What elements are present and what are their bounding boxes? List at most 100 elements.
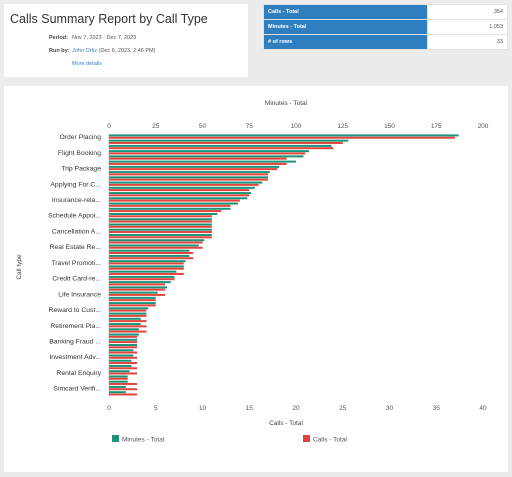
summary-table: Calls - Total 354 Minutes - Total 1,053 … <box>263 4 508 50</box>
bottom-tick-label: 30 <box>386 405 394 412</box>
runby-value: John Ortiz (Dec 6, 2023, 2:46 PM) <box>72 48 155 54</box>
bar-calls-total <box>109 288 166 291</box>
report-header-card: Calls Summary Report by Call Type Period… <box>4 4 248 77</box>
bar-minutes-total <box>109 328 139 331</box>
summary-value: 1,053 <box>427 19 508 35</box>
bar-calls-total <box>109 272 184 275</box>
bar-calls-total <box>109 262 184 265</box>
bar-minutes-total <box>109 370 130 373</box>
bar-minutes-total <box>109 186 255 189</box>
summary-value: 33 <box>427 34 508 50</box>
bar-calls-total <box>109 141 343 144</box>
bar-minutes-total <box>109 338 138 341</box>
bar-minutes-total <box>109 359 132 362</box>
legend-label-calls: Calls - Total <box>313 437 347 444</box>
bar-calls-total <box>109 283 166 286</box>
summary-label: # of rows <box>263 34 428 50</box>
category-label: Applying For C... <box>50 181 101 188</box>
bar-minutes-total <box>109 296 156 299</box>
bar-minutes-total <box>109 223 212 226</box>
bar-calls-total <box>109 173 268 176</box>
bar-minutes-total <box>109 333 139 336</box>
bar-minutes-total <box>109 307 149 310</box>
category-label: Reward to Cust... <box>48 307 101 314</box>
category-label: Trip Package <box>61 166 101 173</box>
bar-calls-total <box>109 251 194 254</box>
bar-minutes-total <box>109 207 231 210</box>
bottom-tick-label: 5 <box>154 405 158 412</box>
bar-minutes-total <box>109 275 175 278</box>
bottom-tick-label: 40 <box>479 405 487 412</box>
bar-minutes-total <box>109 202 239 205</box>
bar-calls-total <box>109 220 212 223</box>
bar-calls-total <box>109 231 212 234</box>
bar-calls-total <box>109 168 278 171</box>
chart-card: Minutes - Total Calls - Total Call type 0 25… <box>4 86 508 472</box>
bar-calls-total <box>109 367 138 370</box>
bar-calls-total <box>109 215 212 218</box>
bar-minutes-total <box>109 302 156 305</box>
period-label: Period: <box>49 35 68 41</box>
bar-minutes-total <box>109 150 310 153</box>
top-tick-label: 125 <box>337 123 348 130</box>
bar-calls-total <box>109 267 184 270</box>
category-label: Real Estate Re... <box>50 244 101 251</box>
bar-minutes-total <box>109 181 263 184</box>
bar-minutes-total <box>109 286 167 289</box>
bar-calls-total <box>109 162 287 165</box>
category-label: Rental Enquiry <box>56 370 101 377</box>
bar-calls-total <box>109 199 240 202</box>
bar-minutes-total <box>109 239 205 242</box>
bar-calls-total <box>109 152 306 155</box>
bar-calls-total <box>109 210 222 213</box>
runby-user-link[interactable]: John Ortiz <box>72 48 98 54</box>
bar-minutes-total <box>109 380 128 383</box>
bar-calls-total <box>109 382 138 385</box>
category-label: Retirement Pla... <box>50 323 101 330</box>
bar-calls-total <box>109 320 147 323</box>
bar-minutes-total <box>109 249 190 252</box>
category-label: Credit Card-re... <box>52 276 101 283</box>
bar-minutes-total <box>109 375 128 378</box>
bar-calls-total <box>109 372 138 375</box>
category-label: Investment Adv... <box>49 354 101 361</box>
bar-minutes-total <box>109 213 218 216</box>
bar-minutes-total <box>109 254 190 257</box>
legend-label-minutes: Minutes - Total <box>122 437 165 444</box>
summary-label: Calls - Total <box>263 4 428 20</box>
bottom-tick-label: 15 <box>246 405 254 412</box>
bar-calls-total <box>109 388 138 391</box>
top-axis-title: Minutes - Total <box>265 100 308 107</box>
bar-minutes-total <box>109 176 268 179</box>
bar-calls-total <box>109 225 212 228</box>
legend-swatch-minutes <box>112 435 119 442</box>
bottom-tick-label: 10 <box>199 405 207 412</box>
bar-minutes-total <box>109 233 212 236</box>
bar-minutes-total <box>109 270 177 273</box>
category-label: Simcard Verifi... <box>53 386 101 393</box>
bar-minutes-total <box>109 192 252 195</box>
bar-minutes-total <box>109 317 141 320</box>
runby-label: Run by: <box>49 48 70 54</box>
bottom-tick-label: 35 <box>433 405 441 412</box>
category-label: Cancellation A... <box>52 228 101 235</box>
period-value: Nov 7, 2023 - Dec 7, 2023 <box>72 35 137 41</box>
top-tick-label: 200 <box>478 123 489 130</box>
bar-calls-total <box>109 241 203 244</box>
top-tick-label: 100 <box>291 123 302 130</box>
runby-date: (Dec 6, 2023, 2:46 PM) <box>97 48 156 54</box>
bar-minutes-total <box>109 197 248 200</box>
bar-calls-total <box>109 341 138 344</box>
bar-minutes-total <box>109 385 126 388</box>
category-label: Order Placing <box>59 134 101 141</box>
category-label: Banking Fraud ... <box>49 338 101 345</box>
bottom-axis-title: Calls - Total <box>269 420 303 427</box>
more-details-link[interactable]: More details <box>72 61 102 67</box>
bar-minutes-total <box>109 354 134 357</box>
bar-calls-total <box>109 278 175 281</box>
bar-calls-total <box>109 346 138 349</box>
category-label: Travel Promoti... <box>51 260 101 267</box>
bar-calls-total <box>109 299 156 302</box>
bar-minutes-total <box>109 323 141 326</box>
bar-calls-total <box>109 351 138 354</box>
